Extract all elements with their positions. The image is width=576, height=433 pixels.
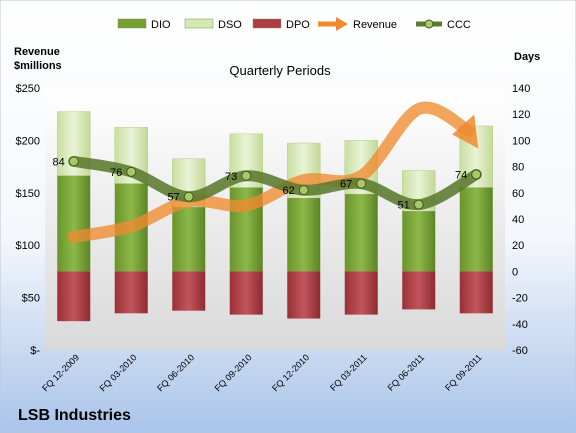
plot-area bbox=[45, 88, 505, 350]
ccc-point bbox=[471, 169, 482, 180]
dpo-bar bbox=[287, 271, 321, 319]
right-tick-label: 100 bbox=[512, 135, 530, 147]
left-tick-label: $150 bbox=[16, 188, 40, 200]
dio-bar bbox=[402, 211, 436, 272]
right-tick-label: 40 bbox=[512, 214, 524, 226]
ccc-point bbox=[241, 170, 252, 181]
left-tick-label: $50 bbox=[22, 293, 40, 305]
left-axis-ticks: $- $50 $100 $150 $200 $250 bbox=[16, 83, 41, 357]
right-tick-label: 120 bbox=[512, 109, 530, 121]
ccc-point bbox=[356, 178, 367, 189]
ccc-data-label: 51 bbox=[398, 200, 410, 212]
dio-bar bbox=[172, 207, 206, 272]
ccc-data-label: 74 bbox=[455, 169, 467, 181]
dpo-bar bbox=[172, 271, 206, 311]
ccc-point bbox=[68, 156, 79, 167]
legend-swatch bbox=[184, 18, 214, 29]
legend-label: CCC bbox=[447, 19, 471, 31]
left-tick-label: $250 bbox=[16, 83, 40, 95]
legend-label: DSO bbox=[218, 19, 242, 31]
legend-label: DPO bbox=[286, 19, 310, 31]
left-axis-label-line2: $millions bbox=[14, 60, 62, 72]
legend-label: DIO bbox=[151, 19, 171, 31]
dpo-bar bbox=[229, 271, 263, 315]
dpo-bar bbox=[402, 271, 436, 310]
right-tick-label: -40 bbox=[512, 319, 528, 331]
dio-bar bbox=[459, 187, 493, 272]
legend-swatch bbox=[252, 18, 282, 29]
right-tick-label: 0 bbox=[512, 266, 518, 278]
legend-swatch bbox=[117, 18, 147, 29]
dpo-bar bbox=[459, 271, 493, 314]
legend-marker bbox=[424, 19, 434, 29]
ccc-series: 84 76 57 73 62 67 51 74 bbox=[53, 155, 482, 212]
dio-bar bbox=[57, 175, 91, 272]
dpo-bar bbox=[114, 271, 148, 314]
right-tick-label: 20 bbox=[512, 240, 524, 252]
left-axis-label-line1: Revenue bbox=[14, 46, 60, 58]
legend-arrowhead bbox=[336, 17, 348, 31]
legend-label: Revenue bbox=[353, 19, 397, 31]
dio-bar bbox=[344, 194, 378, 272]
ccc-data-label: 62 bbox=[283, 185, 295, 197]
ccc-data-label: 84 bbox=[53, 156, 65, 168]
right-axis-label: Days bbox=[514, 51, 540, 63]
left-tick-label: $- bbox=[30, 345, 40, 357]
revenue-arrowhead bbox=[452, 114, 479, 149]
ccc-data-label: 76 bbox=[110, 167, 122, 179]
ccc-point bbox=[126, 166, 137, 177]
right-tick-label: -20 bbox=[512, 293, 528, 305]
left-tick-label: $100 bbox=[16, 240, 40, 252]
right-tick-label: 60 bbox=[512, 188, 524, 200]
ccc-data-label: 67 bbox=[340, 179, 352, 191]
chart-title: Quarterly Periods bbox=[229, 63, 331, 78]
right-tick-label: 140 bbox=[512, 83, 530, 95]
ccc-data-label: 57 bbox=[168, 192, 180, 204]
dpo-bar bbox=[57, 271, 91, 322]
ccc-data-label: 73 bbox=[225, 171, 237, 183]
right-tick-label: 80 bbox=[512, 162, 524, 174]
ccc-point bbox=[183, 191, 194, 202]
legend: DIO DSO DPO Revenue CCC bbox=[117, 17, 471, 31]
ccc-point bbox=[413, 199, 424, 210]
dio-bar bbox=[287, 198, 321, 272]
dpo-bar bbox=[344, 271, 378, 315]
right-axis-ticks: -60 -40 -20 0 20 40 60 80 100 120 140 bbox=[512, 83, 530, 357]
left-tick-label: $200 bbox=[16, 135, 40, 147]
company-name: LSB Industries bbox=[18, 407, 131, 424]
right-tick-label: -60 bbox=[512, 345, 528, 357]
ccc-point bbox=[298, 185, 309, 196]
